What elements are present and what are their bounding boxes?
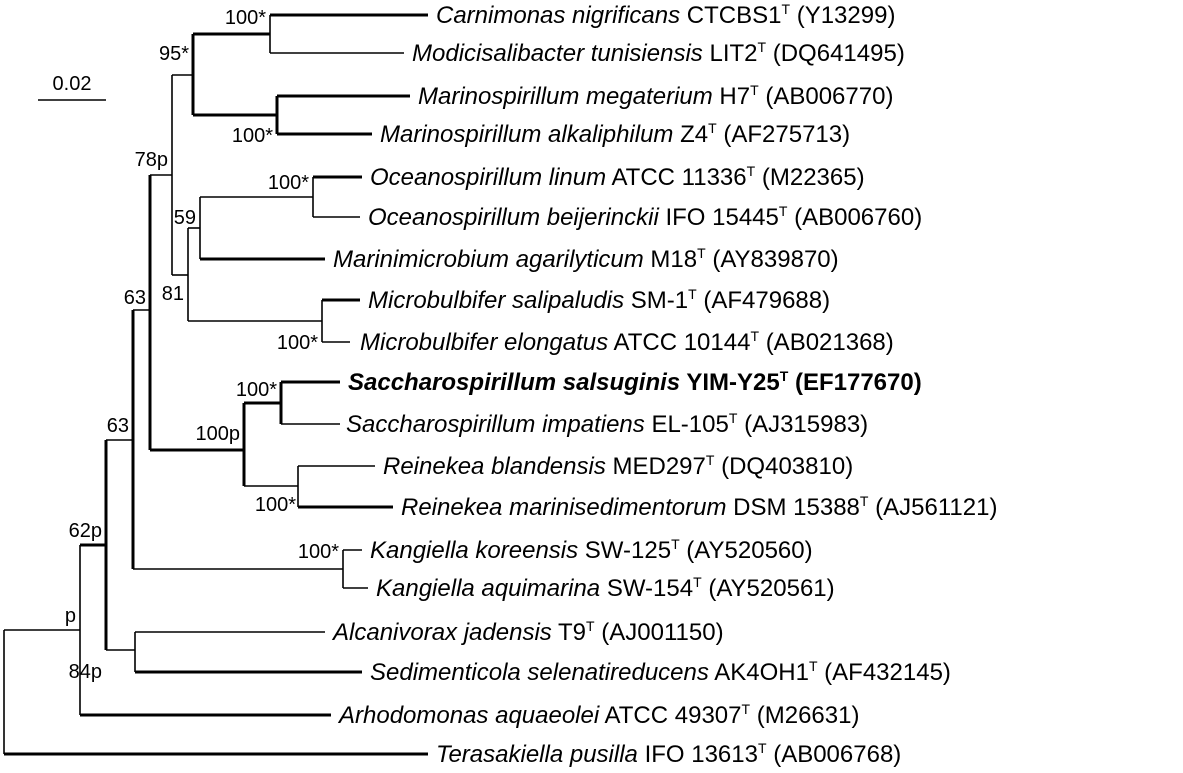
support-value: 63 [107, 415, 129, 437]
support-value: 81 [162, 283, 184, 305]
support-value: 95* [159, 43, 189, 65]
support-value: 63 [124, 287, 146, 309]
support-value: 100* [236, 379, 277, 401]
support-value: 84p [69, 661, 102, 683]
taxon-label: Terasakiella pusilla IFO 13613T (AB00676… [436, 732, 901, 768]
scale-bar: 0.02 [38, 73, 106, 101]
support-value: 100* [255, 494, 296, 516]
support-value: 100* [298, 541, 339, 563]
taxon-label: Sedimenticola selenatireducens AK4OH1T (… [370, 650, 951, 686]
taxon-label-highlighted: Saccharospirillum salsuginis YIM-Y25T (E… [348, 360, 922, 396]
taxon-label: Saccharospirillum impatiens EL-105T (AJ3… [346, 402, 868, 438]
scale-bar-label: 0.02 [53, 73, 92, 95]
taxon-label: Microbulbifer salipaludis SM-1T (AF47968… [368, 278, 830, 314]
taxon-label: Marinospirillum alkaliphilum Z4T (AF2757… [380, 112, 850, 148]
support-value: 100* [232, 125, 273, 147]
support-value: p [65, 605, 76, 627]
support-value: 100* [225, 7, 266, 29]
taxon-label: Alcanivorax jadensis T9T (AJ001150) [331, 610, 724, 646]
tree-branches [3, 13, 428, 756]
taxon-label: Carnimonas nigrificans CTCBS1T (Y13299) [436, 0, 895, 29]
taxon-label: Kangiella aquimarina SW-154T (AY520561) [376, 566, 835, 602]
taxon-label: Modicisalibacter tunisiensis LIT2T (DQ64… [412, 31, 905, 67]
support-value: 100* [277, 332, 318, 354]
support-value: 78p [135, 149, 168, 171]
taxon-label: Marinospirillum megaterium H7T (AB006770… [418, 74, 893, 110]
taxon-label: Reinekea blandensis MED297T (DQ403810) [383, 444, 853, 480]
support-values: 100* 95* 100* 78p 100* 59 81 100* 63 100… [65, 7, 339, 683]
taxon-labels: Carnimonas nigrificans CTCBS1T (Y13299) … [331, 0, 997, 768]
support-value: 100* [268, 172, 309, 194]
taxon-label: Oceanospirillum linum ATCC 11336T (M2236… [370, 155, 865, 191]
taxon-label: Marinimicrobium agarilyticum M18T (AY839… [333, 237, 839, 273]
taxon-label: Arhodomonas aquaeolei ATCC 49307T (M2663… [337, 693, 859, 729]
support-value: 100p [196, 423, 241, 445]
taxon-label: Oceanospirillum beijerinckii IFO 15445T … [368, 195, 922, 231]
taxon-label: Kangiella koreensis SW-125T (AY520560) [370, 528, 813, 564]
taxon-label: Reinekea marinisedimentorum DSM 15388T (… [401, 485, 997, 521]
support-value: 59 [174, 207, 196, 229]
support-value: 62p [69, 520, 102, 542]
taxon-label: Microbulbifer elongatus ATCC 10144T (AB0… [360, 320, 894, 356]
